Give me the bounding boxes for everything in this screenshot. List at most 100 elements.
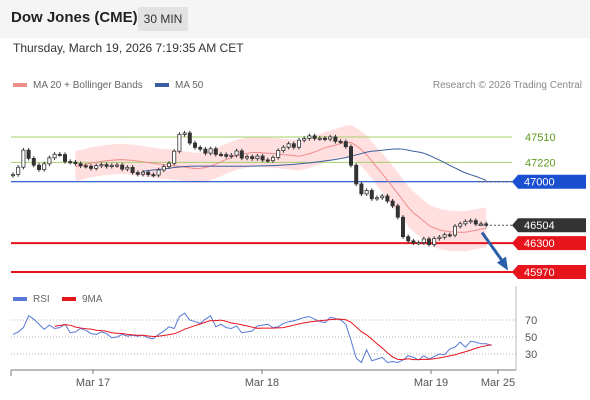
candle-body <box>239 150 244 159</box>
timeframe-button[interactable]: 30 MIN <box>138 7 188 31</box>
candle-body <box>63 154 68 162</box>
forecast-arrow-icon <box>480 231 508 271</box>
candle-body <box>307 135 312 139</box>
legend-ma50: MA 50 <box>155 80 203 91</box>
legend-rsi: RSI <box>13 294 50 305</box>
candle-body <box>317 137 322 140</box>
candle-body <box>416 242 421 245</box>
pivot-tag <box>512 174 586 189</box>
candle-body <box>187 132 192 144</box>
resistance-label: 47510 <box>525 132 556 144</box>
candle-body <box>281 146 286 151</box>
candle-body <box>369 190 374 200</box>
resistance-label: 47220 <box>525 157 556 169</box>
candle-body <box>172 150 177 164</box>
candle-body <box>411 240 416 244</box>
bollinger-band <box>75 125 487 252</box>
candle-body <box>224 154 229 157</box>
candle-body <box>73 161 78 165</box>
candle-body <box>244 156 249 159</box>
candle-body <box>16 166 21 175</box>
x-tick-label: Mar 18 <box>245 377 279 389</box>
candle-body <box>52 153 57 159</box>
bollinger-fill <box>75 125 487 252</box>
candle-body <box>57 153 62 156</box>
header-bar: Dow Jones (CME) 30 MIN <box>0 0 590 38</box>
legend-9ma-label: 9MA <box>82 294 103 305</box>
candle-body <box>250 156 255 160</box>
rsi-ma-swatch-icon <box>62 297 76 302</box>
candle-body <box>151 174 156 177</box>
candle-body <box>437 236 442 239</box>
x-tick-label: Mar 19 <box>414 377 448 389</box>
candle-body <box>130 166 135 173</box>
candle-body <box>385 195 390 202</box>
candle-body <box>421 238 426 244</box>
candle-body <box>177 133 182 152</box>
ma20-line <box>75 142 487 233</box>
candle-body <box>270 157 275 162</box>
candle-body <box>218 153 223 156</box>
candle-body <box>328 136 333 140</box>
candle-body <box>156 169 161 176</box>
candle-body <box>89 165 94 169</box>
x-tick-label: Mar 25 <box>481 377 515 389</box>
candle-body <box>182 132 187 135</box>
candle-body <box>458 223 463 227</box>
candle-body <box>68 161 73 164</box>
legend-9ma: 9MA <box>62 294 103 305</box>
candle-body <box>395 205 400 218</box>
forecast-arrow-head <box>497 256 508 271</box>
candle-body <box>463 221 468 225</box>
credit-text: Research © 2026 Trading Central <box>432 80 582 91</box>
candle-body <box>312 135 317 139</box>
legend-rsi-label: RSI <box>33 294 50 305</box>
candle-body <box>10 174 15 177</box>
candle-body <box>120 164 125 170</box>
legend-ma20: MA 20 + Bollinger Bands <box>13 80 143 91</box>
instrument-title: Dow Jones (CME) <box>11 9 138 26</box>
support-price-label: 46300 <box>524 238 555 250</box>
candle-body <box>31 157 36 166</box>
moving-averages <box>75 142 487 233</box>
legend-ma20-label: MA 20 + Bollinger Bands <box>33 80 143 91</box>
rsi-panel: 70 50 30 <box>11 312 537 364</box>
rsi-level-label: 30 <box>525 349 537 361</box>
candle-body <box>47 157 52 165</box>
candle-body <box>104 164 109 167</box>
candle-body <box>78 163 83 167</box>
candle-body <box>452 225 457 236</box>
candle-body <box>354 164 359 185</box>
candle-body <box>234 150 239 156</box>
candle-body <box>374 197 379 200</box>
candle-body <box>21 149 26 168</box>
forecast-arrow-shaft <box>480 231 507 266</box>
candle-body <box>109 165 114 168</box>
support-tag <box>512 265 586 279</box>
candle-body <box>400 216 405 238</box>
legend-ma50-label: MA 50 <box>175 80 204 91</box>
rsi-level-label: 70 <box>525 315 537 327</box>
candle-body <box>99 164 104 167</box>
candle-body <box>166 162 171 168</box>
candle-body <box>442 234 447 238</box>
candle-body <box>213 148 218 155</box>
candle-body <box>348 146 353 166</box>
time-axis: Mar 17 Mar 18 Mar 19 Mar 25 <box>10 286 517 389</box>
candle-body <box>276 150 281 158</box>
candle-body <box>338 140 343 143</box>
candle-body <box>364 190 369 195</box>
candle-body <box>380 195 385 199</box>
candle-body <box>203 148 208 154</box>
x-tick-label: Mar 17 <box>76 377 110 389</box>
candle-body <box>265 159 270 162</box>
rsi-9ma-line <box>54 318 492 361</box>
candle-body <box>94 165 99 169</box>
candle-body <box>302 138 307 141</box>
timestamp: Thursday, March 19, 2026 7:19:35 AM CET <box>13 41 244 55</box>
candle-body <box>359 183 364 195</box>
candle-body <box>161 166 166 171</box>
candle-body <box>286 143 291 148</box>
candle-body <box>468 220 473 223</box>
